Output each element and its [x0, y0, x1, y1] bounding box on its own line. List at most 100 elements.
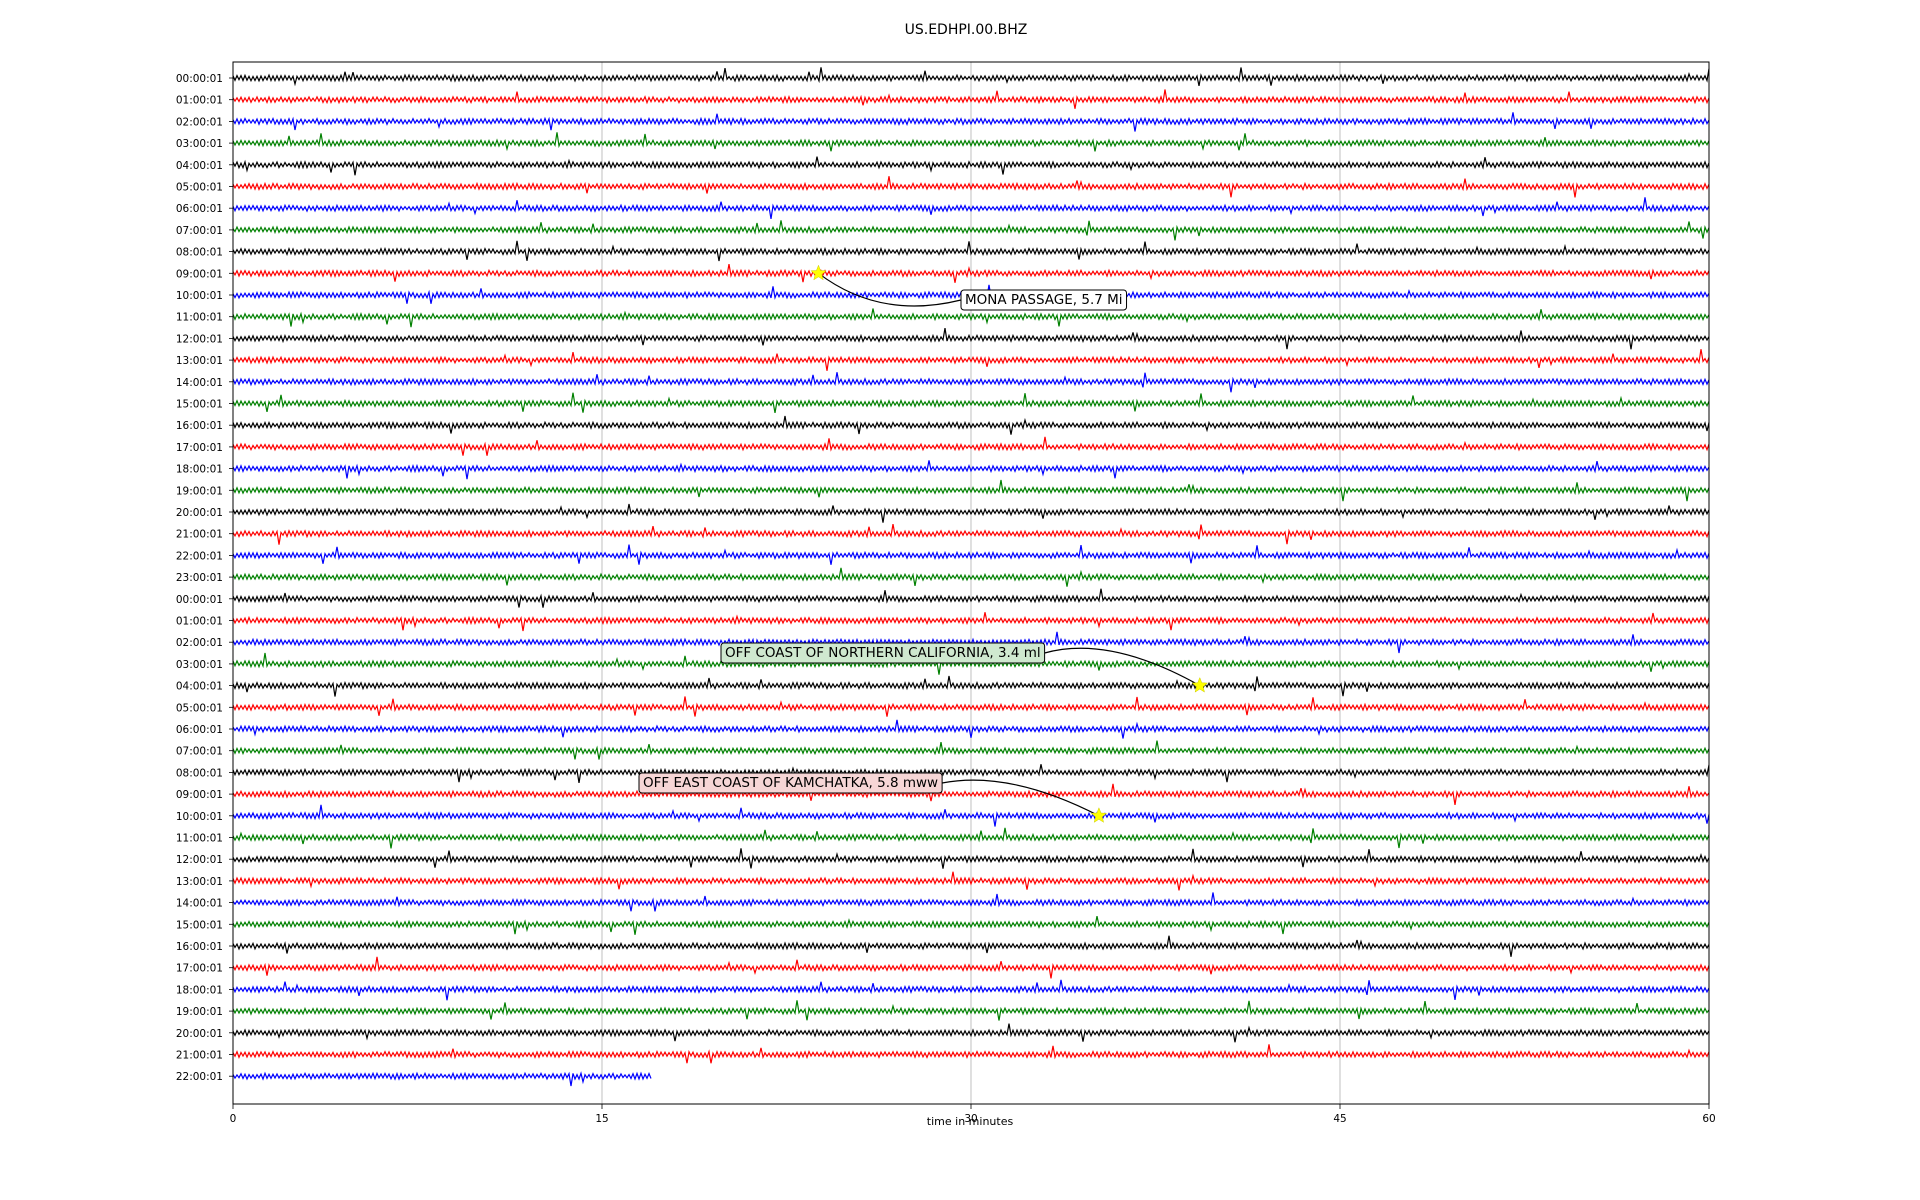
- row-time-label: 07:00:01: [176, 746, 223, 758]
- row-time-label: 18:00:01: [176, 984, 223, 996]
- trace-line: [232, 652, 1710, 675]
- trace-line: [232, 372, 1710, 393]
- event-star-marker: [810, 264, 827, 281]
- trace-line: [232, 740, 1710, 760]
- row-time-label: 01:00:01: [176, 95, 223, 107]
- trace-line: [232, 915, 1710, 935]
- row-time-label: 04:00:01: [176, 160, 223, 172]
- trace-line: [232, 719, 1710, 739]
- x-tick-label: 30: [964, 1113, 977, 1125]
- trace-line: [232, 1000, 1710, 1021]
- row-time-label: 03:00:01: [176, 659, 223, 671]
- trace-line: [232, 112, 1710, 132]
- event-label: OFF EAST COAST OF KAMCHATKA, 5.8 mww: [643, 775, 938, 791]
- trace-line: [232, 263, 1710, 283]
- trace-line: [232, 675, 1710, 697]
- event-connector: [941, 779, 1100, 817]
- x-tick-label: 0: [230, 1113, 237, 1125]
- trace-line: [232, 460, 1710, 480]
- trace-line: [232, 156, 1710, 176]
- row-time-label: 15:00:01: [176, 399, 223, 411]
- event-label: OFF COAST OF NORTHERN CALIFORNIA, 3.4 ml: [725, 645, 1041, 661]
- row-time-label: 12:00:01: [176, 854, 223, 866]
- trace-line: [232, 979, 1710, 1001]
- row-time-label: 09:00:01: [176, 789, 223, 801]
- row-time-label: 13:00:01: [176, 355, 223, 367]
- trace-line: [232, 848, 1710, 869]
- row-time-label: 08:00:01: [176, 767, 223, 779]
- trace-line: [232, 67, 1710, 87]
- row-time-label: 20:00:01: [176, 1028, 223, 1040]
- row-time-label: 10:00:01: [176, 811, 223, 823]
- row-time-label: 12:00:01: [176, 333, 223, 345]
- row-time-label: 01:00:01: [176, 616, 223, 628]
- event-annotation: MONA PASSAGE, 5.7 Mi: [810, 264, 1128, 311]
- trace-line: [232, 1071, 652, 1087]
- x-axis: 0 15 30 45 60: [230, 1104, 1716, 1125]
- trace-line: [232, 588, 1710, 608]
- row-time-label: 02:00:01: [176, 637, 223, 649]
- chart-title: US.EDHPI.00.BHZ: [905, 22, 1028, 38]
- trace-line: [232, 764, 1710, 783]
- trace-line: [232, 935, 1710, 957]
- trace-line: [232, 783, 1710, 805]
- trace-line: [232, 871, 1710, 891]
- trace-line: [232, 523, 1710, 545]
- trace-line: [232, 827, 1710, 849]
- trace-lines: [232, 67, 1710, 1087]
- row-time-label: 14:00:01: [176, 377, 223, 389]
- trace-line: [232, 479, 1710, 502]
- trace-line: [232, 436, 1710, 456]
- event-connector: [1044, 647, 1201, 687]
- row-time-label: 16:00:01: [176, 941, 223, 953]
- x-tick-label: 60: [1702, 1113, 1715, 1125]
- trace-line: [232, 567, 1710, 587]
- trace-line: [232, 132, 1710, 152]
- row-time-label: 06:00:01: [176, 724, 223, 736]
- trace-line: [232, 956, 1710, 979]
- row-time-label: 07:00:01: [176, 225, 223, 237]
- row-time-label: 04:00:01: [176, 681, 223, 693]
- event-connector: [818, 272, 962, 307]
- row-time-label: 19:00:01: [176, 1006, 223, 1018]
- row-time-label: 05:00:01: [176, 182, 223, 194]
- trace-line: [232, 1023, 1710, 1043]
- x-axis-title: time in minutes: [927, 1115, 1014, 1128]
- row-time-label: 09:00:01: [176, 268, 223, 280]
- row-time-label: 11:00:01: [176, 312, 223, 324]
- trace-line: [232, 89, 1710, 109]
- event-annotation: OFF EAST COAST OF KAMCHATKA, 5.8 mww: [638, 772, 1108, 823]
- trace-line: [232, 197, 1710, 219]
- row-time-label: 16:00:01: [176, 420, 223, 432]
- row-time-label: 10:00:01: [176, 290, 223, 302]
- row-time-label: 22:00:01: [176, 1071, 223, 1083]
- row-time-label: 11:00:01: [176, 833, 223, 845]
- grid-lines: [601, 62, 1341, 1104]
- row-time-label: 23:00:01: [176, 572, 223, 584]
- row-time-label: 15:00:01: [176, 919, 223, 931]
- trace-line: [232, 804, 1710, 827]
- trace-line: [232, 220, 1710, 241]
- trace-line: [232, 176, 1710, 198]
- trace-line: [232, 612, 1710, 632]
- row-time-labels: 00:00:01 01:00:01 02:00:01 03:00:01 04:00:01…: [176, 73, 233, 1083]
- event-label: MONA PASSAGE, 5.7 Mi: [965, 292, 1123, 308]
- event-annotation: OFF COAST OF NORTHERN CALIFORNIA, 3.4 ml: [720, 642, 1209, 693]
- event-star-marker: [1090, 807, 1108, 823]
- row-time-label: 03:00:01: [176, 138, 223, 150]
- trace-line: [232, 308, 1710, 328]
- row-time-label: 14:00:01: [176, 898, 223, 910]
- row-time-label: 21:00:01: [176, 529, 223, 541]
- trace-line: [232, 240, 1710, 262]
- row-time-label: 19:00:01: [176, 485, 223, 497]
- trace-line: [232, 696, 1710, 717]
- row-time-label: 08:00:01: [176, 247, 223, 259]
- event-annotations: MONA PASSAGE, 5.7 Mi OFF COAST OF NORTHER…: [638, 264, 1209, 823]
- trace-line: [232, 349, 1710, 371]
- trace-line: [232, 415, 1710, 435]
- trace-line: [232, 544, 1710, 565]
- row-time-label: 05:00:01: [176, 702, 223, 714]
- x-tick-label: 45: [1333, 1113, 1346, 1125]
- row-time-label: 22:00:01: [176, 550, 223, 562]
